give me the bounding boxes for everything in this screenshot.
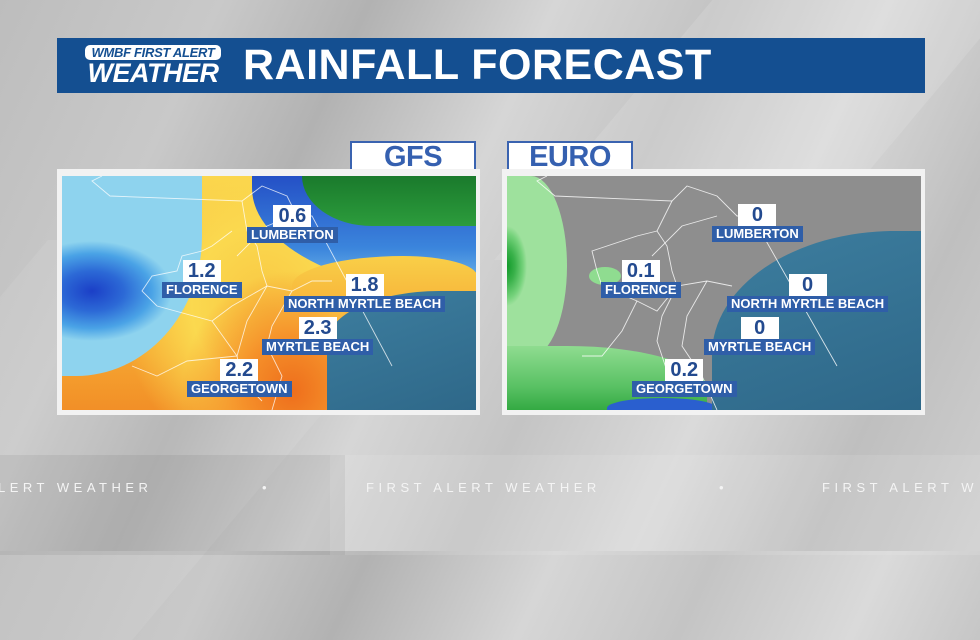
city-name: LUMBERTON xyxy=(247,227,338,243)
city-name: GEORGETOWN xyxy=(632,381,737,397)
euro-map-panel: 0 LUMBERTON 0.1 FLORENCE 0 NORTH MYRTLE … xyxy=(502,169,925,415)
city-name: GEORGETOWN xyxy=(187,381,292,397)
background-band xyxy=(0,455,345,555)
rainfall-value: 1.2 xyxy=(182,260,221,282)
page-title: RAINFALL FORECAST xyxy=(243,41,712,89)
city-label-lumberton: 0 LUMBERTON xyxy=(712,204,803,242)
rain-contour xyxy=(507,176,567,356)
gfs-map-panel: 0.6 LUMBERTON 1.2 FLORENCE 1.8 NORTH MYR… xyxy=(57,169,480,415)
city-label-georgetown: 2.2 GEORGETOWN xyxy=(187,359,292,397)
rainfall-value: 0 xyxy=(740,317,779,339)
rainfall-value: 0 xyxy=(738,204,777,226)
rainfall-value: 0.2 xyxy=(665,359,704,381)
rainfall-value: 1.8 xyxy=(345,274,384,296)
city-name: FLORENCE xyxy=(601,282,681,298)
ticker-separator: • xyxy=(262,480,272,495)
city-label-florence: 0.1 FLORENCE xyxy=(601,260,681,298)
city-label-north-myrtle-beach: 0 NORTH MYRTLE BEACH xyxy=(727,274,889,312)
city-label-north-myrtle-beach: 1.8 NORTH MYRTLE BEACH xyxy=(284,274,446,312)
ticker-text: FIRST ALERT WEATHER xyxy=(366,480,601,495)
city-name: MYRTLE BEACH xyxy=(704,339,816,355)
city-label-georgetown: 0.2 GEORGETOWN xyxy=(632,359,737,397)
ticker-text: FIRST ALERT W xyxy=(822,480,979,495)
rainfall-value: 0.1 xyxy=(621,260,660,282)
rainfall-value: 2.3 xyxy=(298,317,337,339)
city-name: FLORENCE xyxy=(162,282,242,298)
city-name: LUMBERTON xyxy=(712,226,803,242)
logo-top-text: WMBF FIRST ALERT xyxy=(85,44,221,60)
ticker-separator: • xyxy=(719,480,729,495)
footer-ticker: LERT WEATHER • FIRST ALERT WEATHER • FIR… xyxy=(0,480,980,496)
city-label-myrtle-beach: 2.3 MYRTLE BEACH xyxy=(262,317,374,355)
city-name: NORTH MYRTLE BEACH xyxy=(284,296,446,312)
station-logo: WMBF FIRST ALERT WEATHER xyxy=(69,43,237,89)
gfs-rainfall-map: 0.6 LUMBERTON 1.2 FLORENCE 1.8 NORTH MYR… xyxy=(62,176,476,410)
logo-bottom-text: WEATHER xyxy=(87,57,220,88)
model-label-euro: EURO xyxy=(507,141,633,173)
rainfall-value: 0 xyxy=(788,274,827,296)
rainfall-value: 0.6 xyxy=(273,205,312,227)
rain-contour xyxy=(607,398,717,410)
city-label-florence: 1.2 FLORENCE xyxy=(162,260,242,298)
city-label-myrtle-beach: 0 MYRTLE BEACH xyxy=(704,317,816,355)
city-label-lumberton: 0.6 LUMBERTON xyxy=(247,205,338,243)
model-label-gfs: GFS xyxy=(350,141,476,173)
euro-rainfall-map: 0 LUMBERTON 0.1 FLORENCE 0 NORTH MYRTLE … xyxy=(507,176,921,410)
rainfall-value: 2.2 xyxy=(220,359,259,381)
background-band xyxy=(330,455,980,555)
city-name: NORTH MYRTLE BEACH xyxy=(727,296,889,312)
ticker-text: LERT WEATHER xyxy=(0,480,153,495)
title-banner: WMBF FIRST ALERT WEATHER RAINFALL FORECA… xyxy=(57,38,925,93)
city-name: MYRTLE BEACH xyxy=(262,339,374,355)
